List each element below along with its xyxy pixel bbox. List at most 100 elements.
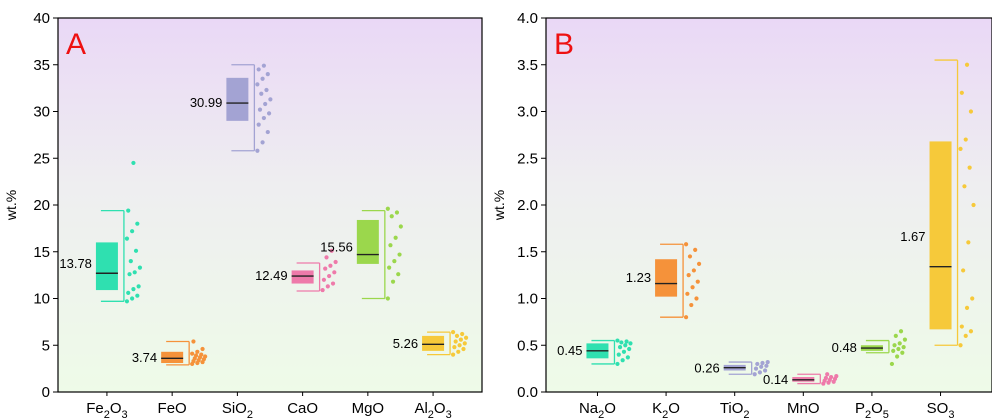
mean-label: 1.23 xyxy=(626,270,651,285)
data-point xyxy=(963,333,968,338)
chart-panel-a: 0 5 10 15 20 25 30 35 40 wt.% A 13.78 Fe2O3 3.74 FeO 30… xyxy=(3,10,483,420)
x-tick-label: CaO xyxy=(287,400,318,417)
data-point xyxy=(130,296,135,301)
box-iqr xyxy=(929,141,952,330)
data-point xyxy=(619,340,624,345)
data-point xyxy=(691,268,696,273)
box-group: 1.67 xyxy=(900,59,976,348)
y-tick-label: 40 xyxy=(33,10,50,27)
panel-label: A xyxy=(66,28,86,61)
mean-label: 1.67 xyxy=(900,229,925,244)
data-point xyxy=(891,348,896,353)
box-group: 15.56 xyxy=(320,206,403,301)
data-point xyxy=(963,137,968,142)
data-point xyxy=(132,270,137,275)
y-tick-label: 5 xyxy=(42,337,50,354)
data-point xyxy=(265,129,270,135)
data-point xyxy=(264,87,269,93)
data-point xyxy=(190,351,195,356)
data-point xyxy=(959,90,964,95)
data-point xyxy=(321,277,327,282)
data-point xyxy=(332,270,337,275)
mean-label: 3.74 xyxy=(132,350,157,365)
data-point xyxy=(964,305,970,310)
mean-label: 0.26 xyxy=(694,361,719,376)
box-iqr xyxy=(356,219,379,264)
data-point xyxy=(901,345,906,350)
data-point xyxy=(388,243,393,248)
y-tick-label: 1.5 xyxy=(517,244,538,261)
data-point xyxy=(457,343,462,348)
x-tick-label: Al2O3 xyxy=(414,400,451,420)
data-point xyxy=(195,349,200,354)
data-point xyxy=(624,339,629,344)
data-point xyxy=(628,341,633,346)
data-point xyxy=(263,101,268,107)
mean-label: 5.26 xyxy=(393,336,418,351)
box-iqr xyxy=(422,335,445,351)
data-point xyxy=(454,333,460,338)
data-point xyxy=(136,284,141,289)
data-point xyxy=(621,349,627,354)
data-point xyxy=(689,302,694,308)
data-point xyxy=(257,107,263,112)
data-point xyxy=(463,335,469,340)
data-point xyxy=(760,360,765,366)
data-point xyxy=(200,346,205,352)
data-point xyxy=(135,293,140,298)
mean-label: 15.56 xyxy=(320,240,353,255)
data-point xyxy=(128,259,133,264)
data-point xyxy=(126,290,131,295)
box-iqr xyxy=(655,259,678,297)
data-point xyxy=(616,352,621,357)
data-point xyxy=(191,339,196,344)
data-point xyxy=(902,337,908,342)
box-group: 5.26 xyxy=(393,330,469,357)
data-point xyxy=(394,210,400,215)
data-point xyxy=(265,72,270,77)
y-tick-label: 2.0 xyxy=(517,197,538,214)
mean-label: 0.14 xyxy=(763,372,788,387)
data-point xyxy=(625,355,630,360)
data-point xyxy=(895,354,900,359)
data-point xyxy=(695,279,700,284)
data-point xyxy=(324,255,329,260)
box-group: 1.23 xyxy=(626,242,702,320)
x-tick-label: Na2O xyxy=(579,400,616,420)
data-point xyxy=(266,111,272,116)
data-point xyxy=(964,62,970,67)
data-point xyxy=(825,372,830,377)
data-point xyxy=(330,281,336,286)
data-point xyxy=(452,345,457,350)
y-tick-label: 3.5 xyxy=(517,57,538,74)
mean-label: 12.49 xyxy=(255,268,288,283)
mean-label: 0.45 xyxy=(557,343,582,358)
x-tick-label: MgO xyxy=(352,400,385,417)
data-point xyxy=(135,221,140,226)
data-point xyxy=(261,63,266,68)
box-group: 0.14 xyxy=(763,372,839,387)
data-point xyxy=(967,165,972,170)
data-point xyxy=(687,254,693,259)
data-point xyxy=(959,324,964,329)
y-tick-label: 1.0 xyxy=(517,291,538,308)
data-point xyxy=(615,361,620,367)
y-tick-label: 0.5 xyxy=(517,337,538,354)
data-point xyxy=(961,268,966,273)
data-point xyxy=(759,364,764,369)
data-point xyxy=(261,115,266,121)
data-point xyxy=(755,361,760,367)
data-point xyxy=(397,252,402,257)
box-iqr xyxy=(226,77,249,121)
data-point xyxy=(762,368,768,373)
data-point xyxy=(686,273,691,278)
y-tick-label: 35 xyxy=(33,57,50,74)
data-point xyxy=(456,349,461,354)
y-tick-label: 10 xyxy=(33,291,50,308)
chart-panel-b: 0.0 0.5 1.0 1.5 2.0 2.5 3.0 3.5 4.0 wt.% B 0.45 Na2O… xyxy=(491,10,992,420)
data-point xyxy=(823,375,829,381)
data-point xyxy=(458,337,463,342)
data-point xyxy=(255,82,260,87)
data-point xyxy=(958,343,963,348)
y-tick-label: 20 xyxy=(33,197,50,214)
